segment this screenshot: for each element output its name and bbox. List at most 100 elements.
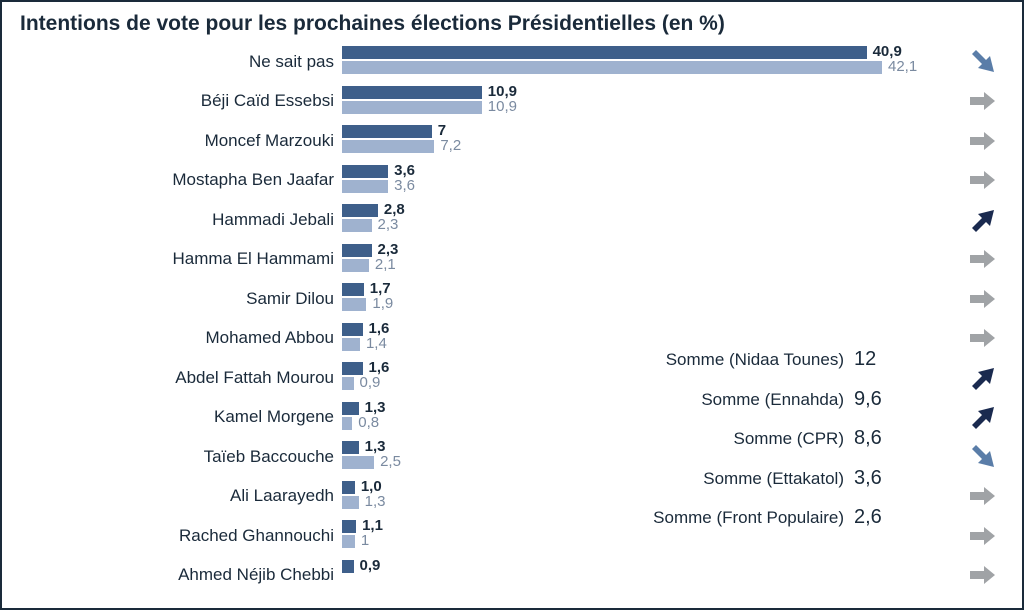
candidate-label: Hammadi Jebali <box>20 211 342 229</box>
bar-area: 0,9 <box>342 556 934 596</box>
trend-up-icon <box>934 364 1004 392</box>
primary-value: 40,9 <box>867 45 902 58</box>
party-sum-label: Somme (Nidaa Tounes) <box>666 350 844 370</box>
primary-bar: 1,1 <box>342 520 356 533</box>
primary-bar: 7 <box>342 125 432 138</box>
primary-bar: 10,9 <box>342 86 482 99</box>
trend-flat-icon <box>934 245 1004 273</box>
primary-value: 1,6 <box>363 322 390 335</box>
party-sum-label: Somme (Front Populaire) <box>653 508 844 528</box>
party-sum-value: 2,6 <box>854 506 902 529</box>
secondary-bar: 1,4 <box>342 338 360 351</box>
candidate-row: Hamma El Hammami2,32,1 <box>20 240 1004 280</box>
secondary-value: 2,5 <box>374 455 401 468</box>
trend-flat-icon <box>934 561 1004 589</box>
secondary-bar: 10,9 <box>342 101 482 114</box>
candidate-label: Taïeb Baccouche <box>20 448 342 466</box>
candidate-label: Moncef Marzouki <box>20 132 342 150</box>
secondary-value: 0,9 <box>354 376 381 389</box>
candidate-label: Ali Laarayedh <box>20 487 342 505</box>
secondary-bar: 7,2 <box>342 140 434 153</box>
candidate-label: Mohamed Abbou <box>20 329 342 347</box>
trend-flat-icon <box>934 166 1004 194</box>
secondary-bar: 3,6 <box>342 180 388 193</box>
primary-value: 1,7 <box>364 282 391 295</box>
party-sum-row: Somme (CPR) 8,6 <box>562 427 902 467</box>
secondary-value: 42,1 <box>882 60 917 73</box>
secondary-value: 3,6 <box>388 179 415 192</box>
secondary-bar: 42,1 <box>342 61 882 74</box>
party-sum-row: Somme (Front Populaire) 2,6 <box>562 506 902 546</box>
party-sum-value: 12 <box>854 348 902 371</box>
bar-area: 10,910,9 <box>342 82 934 122</box>
party-sum-label: Somme (Ettakatol) <box>703 469 844 489</box>
candidate-row: Moncef Marzouki77,2 <box>20 121 1004 161</box>
trend-up-icon <box>934 206 1004 234</box>
secondary-value: 0,8 <box>352 416 379 429</box>
secondary-value: 1,9 <box>366 297 393 310</box>
candidate-row: Samir Dilou1,71,9 <box>20 279 1004 319</box>
party-sum-label: Somme (Ennahda) <box>701 390 844 410</box>
secondary-value: 1,3 <box>359 495 386 508</box>
primary-value: 1,3 <box>359 440 386 453</box>
party-sums-block: Somme (Nidaa Tounes) 12 Somme (Ennahda) 9,6… <box>562 348 902 546</box>
secondary-bar: 0,8 <box>342 417 352 430</box>
candidate-label: Samir Dilou <box>20 290 342 308</box>
secondary-value: 7,2 <box>434 139 461 152</box>
bar-area: 1,71,9 <box>342 279 934 319</box>
primary-bar: 1,3 <box>342 441 359 454</box>
trend-flat-icon <box>934 482 1004 510</box>
candidate-row: Mostapha Ben Jaafar3,63,6 <box>20 161 1004 201</box>
chart-container: Intentions de vote pour les prochaines é… <box>0 0 1024 610</box>
candidate-row: Béji Caïd Essebsi10,910,9 <box>20 82 1004 122</box>
secondary-bar: 2,5 <box>342 456 374 469</box>
party-sum-value: 9,6 <box>854 388 902 411</box>
candidate-row: Ahmed Néjib Chebbi0,9 <box>20 556 1004 596</box>
secondary-bar: 2,1 <box>342 259 369 272</box>
primary-bar: 40,9 <box>342 46 867 59</box>
candidate-label: Ahmed Néjib Chebbi <box>20 566 342 584</box>
candidate-label: Béji Caïd Essebsi <box>20 92 342 110</box>
trend-flat-icon <box>934 127 1004 155</box>
bar-area: 3,63,6 <box>342 161 934 201</box>
primary-bar: 1,6 <box>342 323 363 336</box>
secondary-value: 1 <box>355 534 369 547</box>
trend-up-icon <box>934 403 1004 431</box>
primary-value: 1,1 <box>356 519 383 532</box>
primary-bar: 0,9 <box>342 560 354 573</box>
bar-area: 2,32,1 <box>342 240 934 280</box>
secondary-bar: 2,3 <box>342 219 372 232</box>
bar-area: 40,9 42,1 <box>342 42 934 82</box>
secondary-bar: 0,9 <box>342 377 354 390</box>
bar-area: 2,82,3 <box>342 200 934 240</box>
candidate-label: Abdel Fattah Mourou <box>20 369 342 387</box>
secondary-bar: 1 <box>342 535 355 548</box>
primary-bar: 3,6 <box>342 165 388 178</box>
secondary-value: 10,9 <box>482 100 517 113</box>
primary-value: 0,9 <box>354 559 381 572</box>
secondary-value: 2,1 <box>369 258 396 271</box>
primary-value: 2,8 <box>378 203 405 216</box>
primary-bar: 1,7 <box>342 283 364 296</box>
party-sum-label: Somme (CPR) <box>733 429 844 449</box>
candidate-row: Hammadi Jebali2,82,3 <box>20 200 1004 240</box>
secondary-bar: 1,3 <box>342 496 359 509</box>
primary-bar: 2,8 <box>342 204 378 217</box>
secondary-bar: 1,9 <box>342 298 366 311</box>
secondary-value: 2,3 <box>372 218 399 231</box>
candidate-label: Rached Ghannouchi <box>20 527 342 545</box>
trend-flat-icon <box>934 87 1004 115</box>
party-sum-value: 8,6 <box>854 427 902 450</box>
primary-bar: 1,3 <box>342 402 359 415</box>
primary-bar: 1,0 <box>342 481 355 494</box>
candidate-row: Ne sait pas40,942,1 <box>20 42 1004 82</box>
bar-area: 77,2 <box>342 121 934 161</box>
secondary-value: 1,4 <box>360 337 387 350</box>
chart-title: Intentions de vote pour les prochaines é… <box>20 12 1004 36</box>
primary-value: 1,6 <box>363 361 390 374</box>
primary-value: 1,0 <box>355 480 382 493</box>
candidate-label: Hamma El Hammami <box>20 250 342 268</box>
candidate-label: Ne sait pas <box>20 53 342 71</box>
trend-down-icon <box>934 48 1004 76</box>
party-sum-row: Somme (Nidaa Tounes) 12 <box>562 348 902 388</box>
